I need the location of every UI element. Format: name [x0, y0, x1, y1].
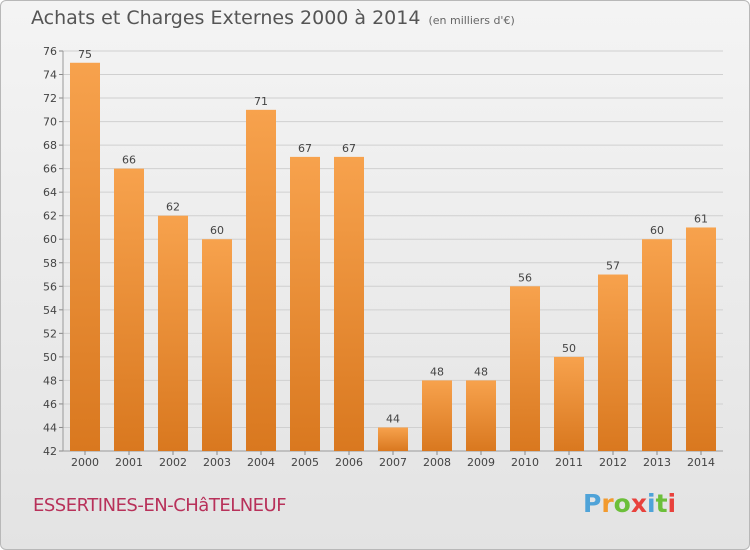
data-label: 75 — [78, 48, 92, 61]
data-label: 48 — [430, 365, 444, 378]
bar — [70, 62, 100, 451]
y-tick-label: 54 — [43, 304, 57, 317]
x-tick-label: 2008 — [423, 456, 451, 469]
data-label: 57 — [606, 260, 620, 273]
y-tick-label: 62 — [43, 210, 57, 223]
bar — [290, 156, 320, 451]
x-tick-label: 2000 — [71, 456, 99, 469]
y-tick-label: 48 — [43, 374, 57, 387]
bar — [554, 356, 584, 451]
y-tick-label: 74 — [43, 69, 57, 82]
bar — [114, 168, 144, 451]
data-label: 66 — [122, 154, 136, 167]
bars — [70, 62, 716, 451]
x-tick-label: 2007 — [379, 456, 407, 469]
bar — [510, 286, 540, 451]
y-tick-label: 64 — [43, 186, 57, 199]
bar — [686, 227, 716, 451]
data-label: 61 — [694, 212, 708, 225]
bar — [246, 109, 276, 451]
x-tick-label: 2001 — [115, 456, 143, 469]
data-label: 71 — [254, 95, 268, 108]
y-tick-label: 50 — [43, 351, 57, 364]
data-label: 50 — [562, 342, 576, 355]
tick-labels: 42 44 46 48 50 52 54 56 58 60 62 64 66 68 70 72 74 76 2000… — [43, 45, 715, 469]
bar — [598, 274, 628, 451]
x-tick-label: 2013 — [643, 456, 671, 469]
data-label: 48 — [474, 365, 488, 378]
y-tick-label: 42 — [43, 445, 57, 458]
data-label: 56 — [518, 271, 532, 284]
x-tick-label: 2010 — [511, 456, 539, 469]
chart-title: Achats et Charges Externes 2000 à 2014 (e… — [31, 7, 515, 29]
logo-letter: r — [601, 489, 614, 518]
x-tick-label: 2002 — [159, 456, 187, 469]
logo-letter: x — [630, 489, 647, 518]
bar — [202, 239, 232, 451]
logo-letter: o — [613, 489, 631, 518]
y-tick-label: 46 — [43, 398, 57, 411]
x-tick-label: 2005 — [291, 456, 319, 469]
place-name: ESSERTINES-EN-CHâTELNEUF — [33, 495, 287, 516]
data-label: 62 — [166, 201, 180, 214]
logo-letter: i — [667, 489, 677, 518]
y-tick-label: 76 — [43, 45, 57, 58]
y-tick-label: 66 — [43, 163, 57, 176]
data-labels: 75 66 62 60 71 67 67 44 48 48 56 50 57 60 61 — [78, 48, 708, 426]
proxiti-logo[interactable]: Proxiti — [583, 489, 676, 518]
x-tick-label: 2003 — [203, 456, 231, 469]
chart-subtitle: (en milliers d'€) — [428, 14, 515, 27]
chart-title-text: Achats et Charges Externes 2000 à 2014 — [31, 7, 421, 29]
data-label: 60 — [650, 224, 664, 237]
y-tick-label: 70 — [43, 116, 57, 129]
x-tick-label: 2006 — [335, 456, 363, 469]
logo-letter: t — [655, 489, 668, 518]
x-tick-label: 2014 — [687, 456, 715, 469]
bar — [378, 427, 408, 451]
data-label: 67 — [298, 142, 312, 155]
bar — [642, 239, 672, 451]
y-tick-label: 58 — [43, 257, 57, 270]
y-tick-label: 68 — [43, 139, 57, 152]
logo-letter: i — [647, 489, 656, 518]
y-tick-label: 52 — [43, 327, 57, 340]
bar — [158, 215, 188, 451]
logo-letter: P — [583, 489, 602, 518]
y-tick-label: 60 — [43, 233, 57, 246]
data-label: 60 — [210, 224, 224, 237]
data-label: 67 — [342, 142, 356, 155]
x-tick-label: 2012 — [599, 456, 627, 469]
x-tick-label: 2011 — [555, 456, 583, 469]
x-tick-label: 2009 — [467, 456, 495, 469]
y-tick-label: 44 — [43, 421, 57, 434]
data-label: 44 — [386, 412, 400, 425]
bar — [334, 156, 364, 451]
x-tick-label: 2004 — [247, 456, 275, 469]
bar — [466, 380, 496, 451]
bar — [422, 380, 452, 451]
y-tick-label: 72 — [43, 92, 57, 105]
y-tick-label: 56 — [43, 280, 57, 293]
